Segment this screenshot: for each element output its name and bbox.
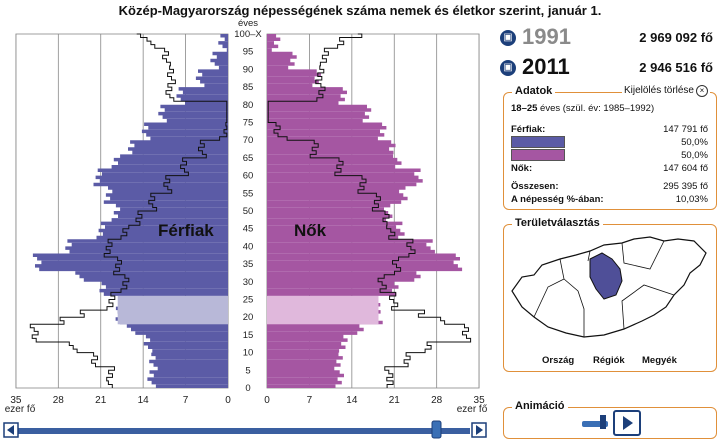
x-tick-label: 0 <box>225 395 231 406</box>
men-bars-2011[interactable] <box>32 34 229 388</box>
population-pyramid[interactable]: 100–X95908580757065605550454035302520151… <box>0 0 500 444</box>
age-tick-label: 55 <box>243 188 254 199</box>
region-option-country[interactable]: Ország <box>542 355 575 366</box>
range-years: 18–25 <box>511 103 538 114</box>
central-hungary-region[interactable] <box>589 252 623 300</box>
age-axis: 100–X95908580757065605550454035302520151… <box>234 29 262 394</box>
x-axis-left: 35 28 21 14 7 0 <box>10 395 231 406</box>
men-row-label: Férfiak: <box>511 124 546 135</box>
age-tick-label: 70 <box>243 135 254 146</box>
men-value: 147 791 fő <box>663 124 708 135</box>
age-tick-label: 30 <box>243 277 254 288</box>
age-tick-label: 60 <box>243 171 254 182</box>
x-tick-label: 28 <box>431 395 443 406</box>
play-button[interactable] <box>613 410 641 436</box>
age-tick-label: 45 <box>243 224 254 235</box>
animation-title: Animáció <box>512 400 568 412</box>
x-tick-label: 21 <box>95 395 107 406</box>
close-icon: × <box>696 85 708 97</box>
population-1991: 2 969 092 fő <box>639 30 713 45</box>
age-tick-label: 40 <box>243 241 254 252</box>
x-tick-label: 0 <box>264 395 270 406</box>
women-row-label: Nők: <box>511 163 533 174</box>
details-panel: Adatok Kijelölés törlése × 18–25 éves (sz… <box>503 85 717 210</box>
year-row-2011[interactable]: ▣ 2011 2 946 516 fő <box>500 54 715 82</box>
age-tick-label: 5 <box>245 365 250 376</box>
x-tick-label: 14 <box>346 395 358 406</box>
region-panel: Területválasztás Ország Régiók Megyék <box>503 217 717 372</box>
age-tick-label: 65 <box>243 153 254 164</box>
age-tick-label: 90 <box>243 64 254 75</box>
region-border <box>533 258 565 318</box>
region-option-regions[interactable]: Régiók <box>593 355 625 366</box>
clear-selection-button[interactable]: Kijelölés törlése × <box>621 85 710 97</box>
lock-icon[interactable]: ▣ <box>500 30 516 46</box>
hungary-map[interactable] <box>504 229 716 349</box>
x-tick-label: 35 <box>10 395 22 406</box>
x-tick-label: 35 <box>474 395 486 406</box>
age-tick-label: 35 <box>243 259 254 270</box>
share-value: 10,03% <box>675 194 708 205</box>
age-tick-label: 25 <box>243 295 254 306</box>
women-swatch <box>511 149 565 161</box>
age-tick-label: 20 <box>243 312 254 323</box>
region-border <box>587 250 591 262</box>
total-label: Összesen: <box>511 181 559 192</box>
left-arrow-icon <box>7 425 14 435</box>
age-tick-label: 10 <box>243 348 254 359</box>
year-1991: 1991 <box>522 24 571 49</box>
speed-slider[interactable] <box>582 421 608 427</box>
women-label: Nők <box>294 221 327 240</box>
range-birth-years: éves (szül. év: 1985–1992) <box>537 103 655 114</box>
women-value: 147 604 fő <box>663 163 708 174</box>
region-option-counties[interactable]: Megyék <box>642 355 677 366</box>
region-border <box>621 240 665 270</box>
women-bars-2011[interactable] <box>267 34 463 388</box>
age-tick-label: 0 <box>245 383 250 394</box>
share-label: A népesség %-ában: <box>511 194 604 205</box>
age-tick-label: 85 <box>243 82 254 93</box>
clear-selection-label: Kijelölés törlése <box>623 85 694 96</box>
x-tick-label: 7 <box>307 395 313 406</box>
region-border <box>621 284 675 330</box>
animation-panel: Animáció <box>503 400 717 439</box>
men-swatch <box>511 136 565 148</box>
year-row-1991[interactable]: ▣ 1991 2 969 092 fő <box>500 24 715 52</box>
selected-range: 18–25 éves (szül. év: 1985–1992) <box>511 103 654 114</box>
men-percent: 50,0% <box>681 137 708 148</box>
region-border <box>563 278 585 337</box>
age-tick-label: 15 <box>243 330 254 341</box>
age-tick-label: 75 <box>243 118 254 129</box>
x-axis-right: 0 7 14 21 28 35 <box>264 395 485 406</box>
men-label: Férfiak <box>158 221 214 240</box>
x-tick-label: 14 <box>138 395 150 406</box>
age-tick-label: 100–X <box>234 29 262 40</box>
age-tick-label: 80 <box>243 100 254 111</box>
x-tick-label: 21 <box>389 395 401 406</box>
x-tick-label: 7 <box>183 395 189 406</box>
population-2011: 2 946 516 fő <box>639 60 713 75</box>
right-arrow-icon <box>476 425 483 435</box>
region-title: Területválasztás <box>512 217 603 229</box>
details-title: Adatok <box>512 85 556 97</box>
age-tick-label: 95 <box>243 47 254 58</box>
x-unit-right: ezer fő <box>457 404 488 415</box>
men-selected-range[interactable] <box>117 295 228 325</box>
x-tick-label: 28 <box>53 395 65 406</box>
x-unit-left: ezer fő <box>5 404 36 415</box>
speed-slider-thumb[interactable] <box>600 415 606 429</box>
lock-icon[interactable]: ▣ <box>500 60 516 76</box>
total-value: 295 395 fő <box>663 181 708 192</box>
women-outline-1991 <box>267 33 472 388</box>
chart-title: Közép-Magyarország népességének száma ne… <box>118 3 602 18</box>
women-selected-range[interactable] <box>267 295 379 325</box>
men-outline-1991 <box>29 33 228 388</box>
age-unit-label: éves <box>238 18 258 29</box>
women-percent: 50,0% <box>681 150 708 161</box>
timeline-track[interactable] <box>18 428 470 434</box>
timeline-thumb[interactable] <box>431 420 442 439</box>
age-tick-label: 50 <box>243 206 254 217</box>
year-2011: 2011 <box>522 54 570 79</box>
